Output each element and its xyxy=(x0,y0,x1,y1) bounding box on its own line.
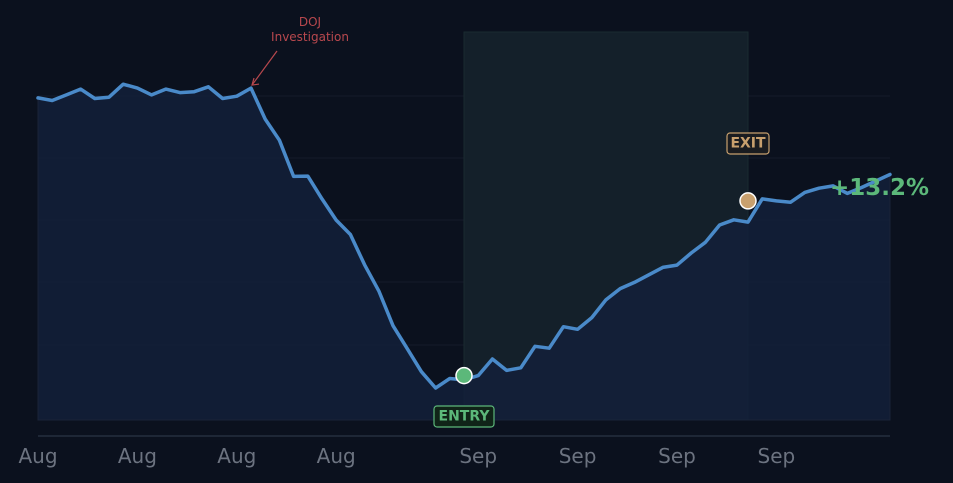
x-axis-tick-labels: Aug Aug Aug Aug Sep Sep Sep Sep xyxy=(18,444,795,468)
x-tick-label: Sep xyxy=(559,444,597,468)
x-tick-label: Aug xyxy=(18,444,57,468)
x-tick-label: Sep xyxy=(459,444,497,468)
x-tick-label: Sep xyxy=(758,444,796,468)
exit-label-box xyxy=(726,132,770,155)
exit-label: EXIT xyxy=(726,132,770,155)
event-annotation: DOJ Investigation xyxy=(251,15,349,86)
event-annotation-line-2: Investigation xyxy=(271,30,349,44)
event-arrow-head xyxy=(251,77,260,86)
x-tick-label: Aug xyxy=(118,444,157,468)
exit-label-text: EXIT xyxy=(730,136,766,152)
entry-label: ENTRY xyxy=(433,405,495,428)
performance-label: +13.2% xyxy=(830,175,929,201)
exit-marker xyxy=(739,192,757,210)
entry-label-text: ENTRY xyxy=(439,409,491,425)
x-tick-label: Sep xyxy=(658,444,696,468)
event-annotation-line-1: DOJ xyxy=(299,15,321,29)
x-tick-label: Aug xyxy=(317,444,356,468)
x-tick-label: Aug xyxy=(217,444,256,468)
entry-label-box xyxy=(433,405,495,428)
entry-marker xyxy=(455,366,473,385)
event-arrow xyxy=(251,50,278,86)
